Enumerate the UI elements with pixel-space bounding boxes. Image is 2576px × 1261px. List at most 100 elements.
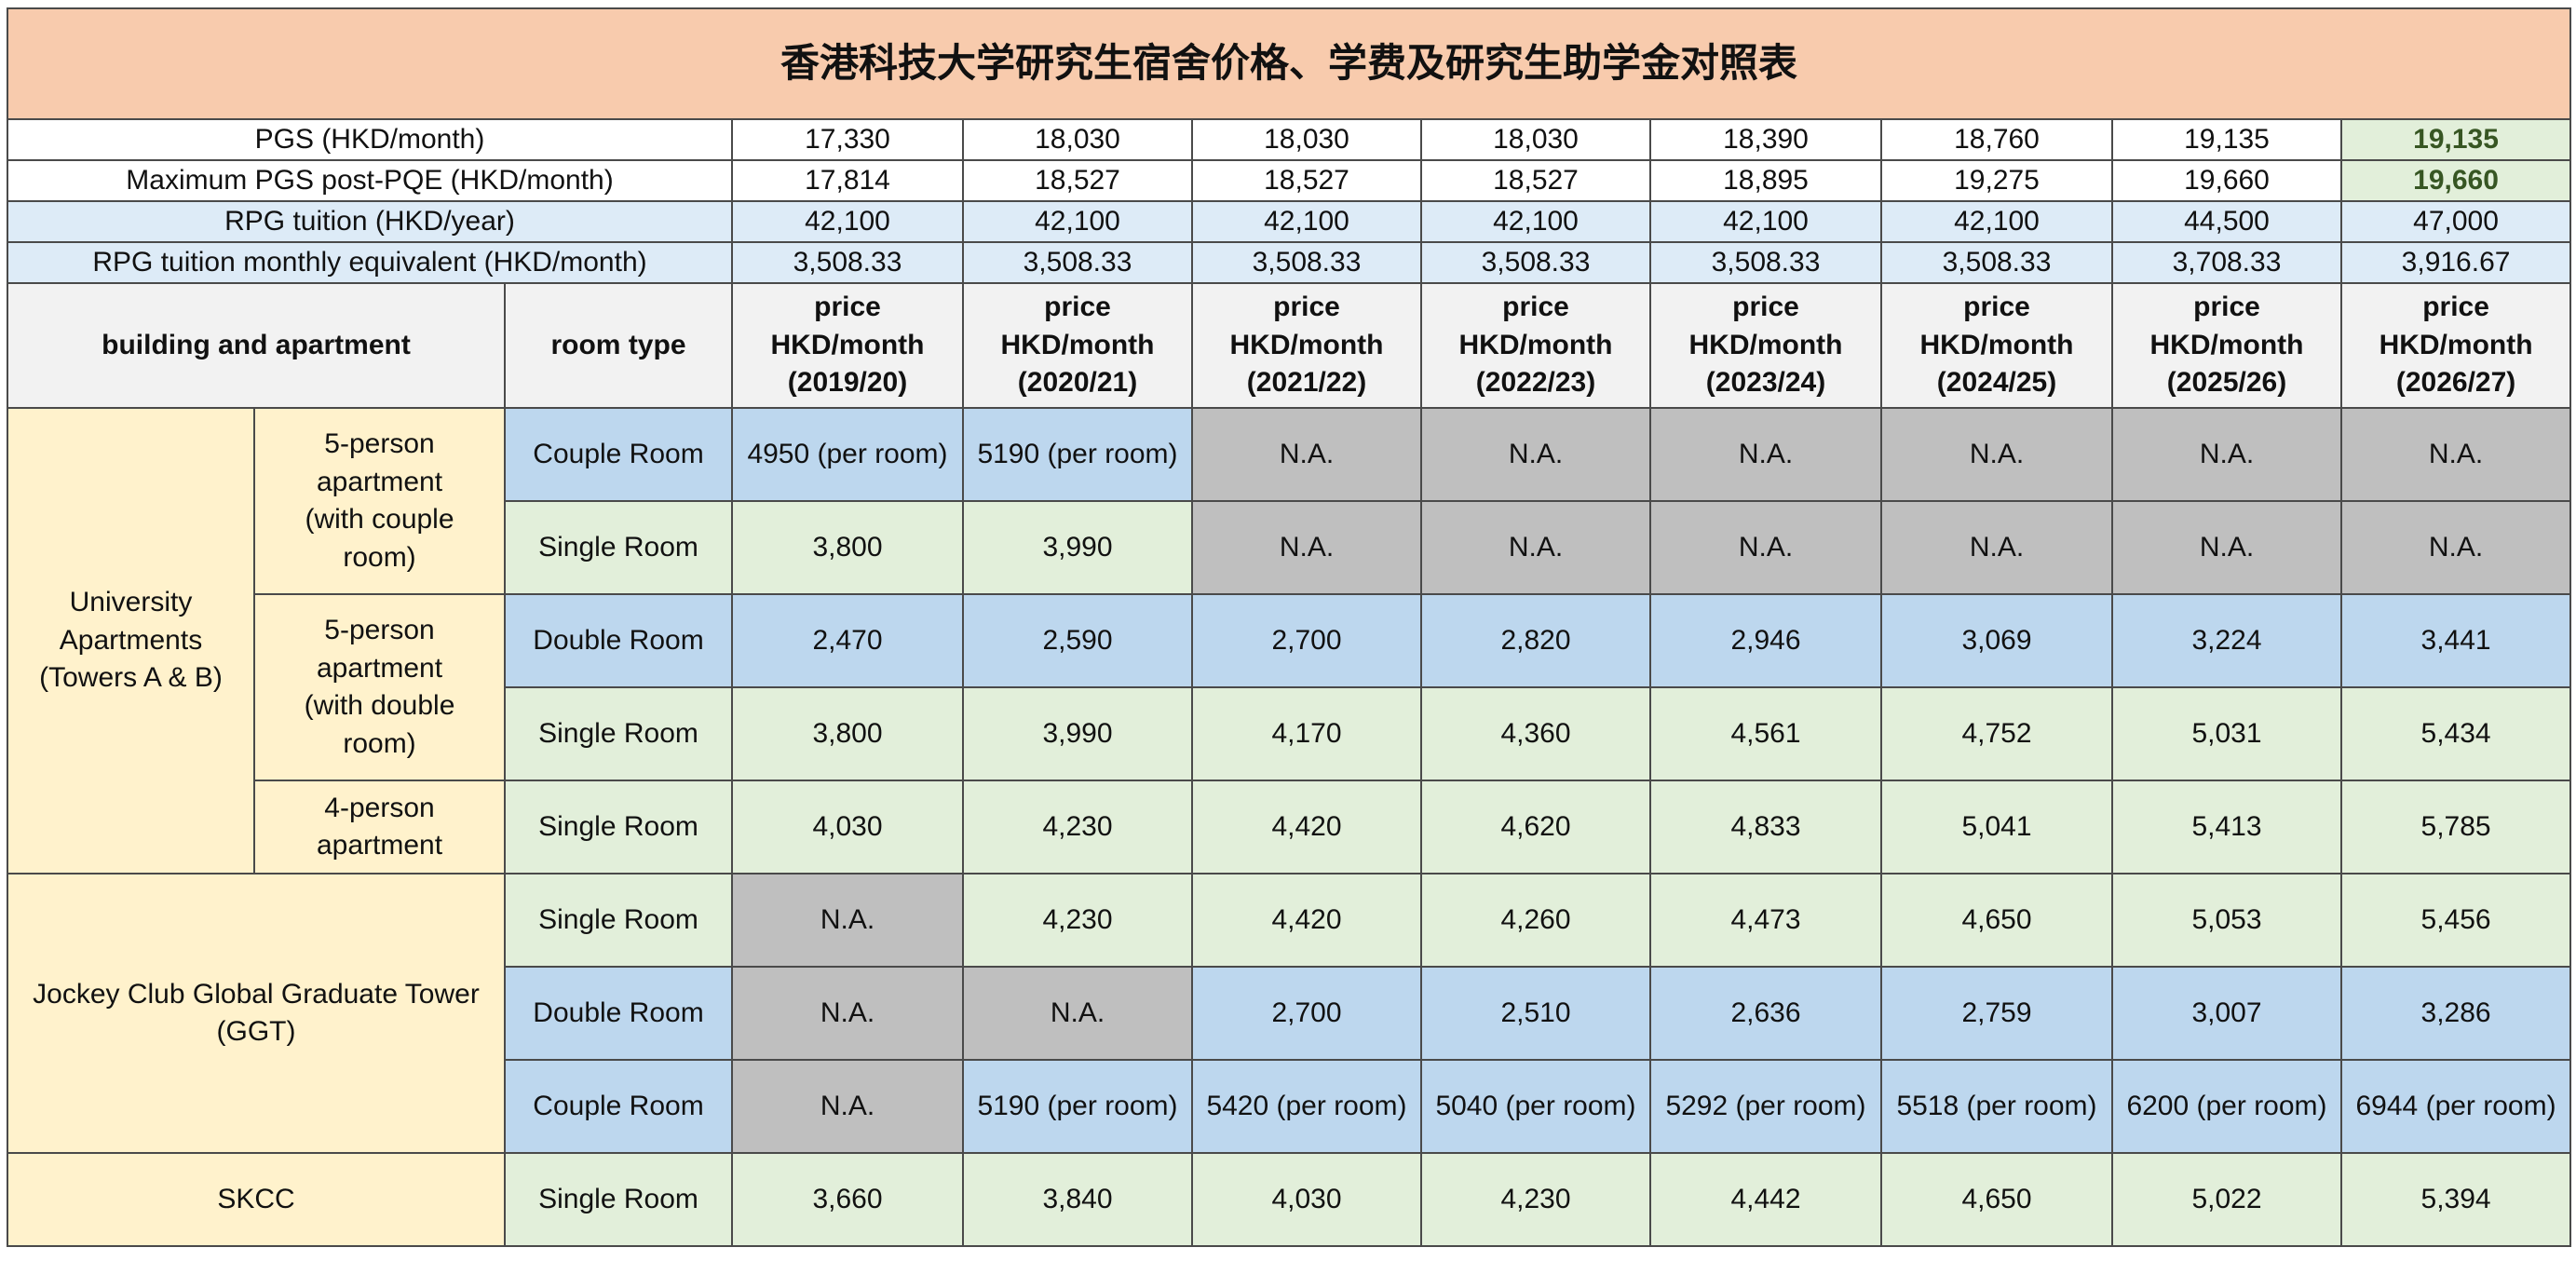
info-value: 3,508.33 <box>731 241 964 284</box>
info-value: 3,508.33 <box>1191 241 1422 284</box>
price-cell: N.A. <box>2339 407 2572 502</box>
price-row: Single Room 3,800 3,990 N.A. N.A. N.A. N.A. N.A… <box>7 500 2572 595</box>
price-cell: 2,510 <box>1420 966 1651 1061</box>
price-cell: 5,031 <box>2111 686 2342 781</box>
room-type: Single Room <box>504 500 733 595</box>
header-price: price HKD/month (2025/26) <box>2111 282 2342 409</box>
info-value: 18,030 <box>1191 118 1422 161</box>
info-value: 3,708.33 <box>2111 241 2342 284</box>
info-value: 18,760 <box>1880 118 2113 161</box>
price-cell: 3,441 <box>2339 593 2572 688</box>
price-cell: 4,360 <box>1420 686 1651 781</box>
price-cell: 2,946 <box>1649 593 1882 688</box>
price-row: Double Room N.A. N.A. 2,700 2,510 2,636 2,759 3… <box>7 966 2572 1061</box>
price-cell: N.A. <box>1191 500 1422 595</box>
info-label: RPG tuition monthly equivalent (HKD/mont… <box>7 241 733 284</box>
price-cell: N.A. <box>731 873 964 968</box>
price-cell: 5,053 <box>2111 873 2342 968</box>
info-label: Maximum PGS post-PQE (HKD/month) <box>7 159 733 202</box>
price-cell: N.A. <box>731 966 964 1061</box>
price-cell: 3,007 <box>2111 966 2342 1061</box>
table-wrap: 香港科技大学研究生宿舍价格、学费及研究生助学金对照表 PGS (HKD/month… <box>6 7 2572 1247</box>
info-value: 42,100 <box>1420 200 1651 243</box>
price-row: 5-person apartment (with double room) Dou… <box>7 593 2572 781</box>
price-cell: 4,260 <box>1420 873 1651 968</box>
comparison-table: 香港科技大学研究生宿舍价格、学费及研究生助学金对照表 PGS (HKD/month… <box>6 7 2572 1247</box>
price-cell: N.A. <box>1649 407 1882 502</box>
price-cell: 5,456 <box>2339 873 2572 968</box>
info-row: Maximum PGS post-PQE (HKD/month) 17,814 18… <box>7 159 2572 202</box>
info-value: 3,508.33 <box>1420 241 1651 284</box>
price-cell: 3,069 <box>1880 593 2113 688</box>
price-cell: N.A. <box>1191 407 1422 502</box>
info-value: 3,508.33 <box>962 241 1193 284</box>
price-cell: 4,170 <box>1191 686 1422 781</box>
info-value: 3,508.33 <box>1880 241 2113 284</box>
price-cell: 5040 (per room) <box>1420 1059 1651 1154</box>
price-cell: 3,800 <box>731 500 964 595</box>
room-type: Double Room <box>504 593 733 688</box>
info-value: 3,916.67 <box>2339 241 2572 284</box>
room-type: Couple Room <box>504 1059 733 1154</box>
room-type: Single Room <box>504 873 733 968</box>
price-cell: 4,620 <box>1420 780 1651 875</box>
price-cell: 4,420 <box>1191 873 1422 968</box>
price-cell: N.A. <box>2111 407 2342 502</box>
price-cell: 4,650 <box>1880 873 2113 968</box>
price-cell: 4950 (per room) <box>731 407 964 502</box>
info-value: 18,527 <box>1420 159 1651 202</box>
price-cell: N.A. <box>962 966 1193 1061</box>
price-cell: 4,230 <box>1420 1152 1651 1247</box>
price-cell: N.A. <box>1880 500 2113 595</box>
apartment-type: 5-person apartment (with couple room) <box>253 407 506 595</box>
price-cell: 2,590 <box>962 593 1193 688</box>
price-cell: 5,434 <box>2339 686 2572 781</box>
price-row: Single Room 3,800 3,990 4,170 4,360 4,561 4,75… <box>7 686 2572 781</box>
price-cell: 5,022 <box>2111 1152 2342 1247</box>
price-cell: N.A. <box>2111 500 2342 595</box>
room-type: Couple Room <box>504 407 733 502</box>
header-price: price HKD/month (2020/21) <box>962 282 1193 409</box>
header-price: price HKD/month (2023/24) <box>1649 282 1882 409</box>
header-price: price HKD/month (2022/23) <box>1420 282 1651 409</box>
header-building: building and apartment <box>7 282 506 409</box>
price-cell: 2,470 <box>731 593 964 688</box>
room-type: Double Room <box>504 966 733 1061</box>
price-cell: 2,700 <box>1191 593 1422 688</box>
info-value: 47,000 <box>2339 200 2572 243</box>
header-row: building and apartment room type price HKD… <box>7 282 2572 409</box>
info-value: 42,100 <box>1880 200 2113 243</box>
header-room-type: room type <box>504 282 733 409</box>
price-cell: 4,752 <box>1880 686 2113 781</box>
price-cell: 5,785 <box>2339 780 2572 875</box>
price-cell: 5518 (per room) <box>1880 1059 2113 1154</box>
info-row: PGS (HKD/month) 17,330 18,030 18,030 18,030 1… <box>7 118 2572 161</box>
room-type: Single Room <box>504 686 733 781</box>
price-cell: 5,413 <box>2111 780 2342 875</box>
info-value: 18,030 <box>1420 118 1651 161</box>
price-cell: 2,700 <box>1191 966 1422 1061</box>
info-value: 19,660 <box>2339 159 2572 202</box>
price-row: SKCC Single Room 3,660 3,840 4,030 4,230 4,442… <box>7 1152 2572 1247</box>
info-label: PGS (HKD/month) <box>7 118 733 161</box>
price-cell: 5420 (per room) <box>1191 1059 1422 1154</box>
info-value: 42,100 <box>1649 200 1882 243</box>
price-row: Couple Room N.A. 5190 (per room) 5420 (per … <box>7 1059 2572 1154</box>
price-cell: 3,800 <box>731 686 964 781</box>
info-value: 42,100 <box>962 200 1193 243</box>
price-cell: 4,030 <box>731 780 964 875</box>
price-cell: 4,420 <box>1191 780 1422 875</box>
info-value: 18,527 <box>962 159 1193 202</box>
price-cell: 5292 (per room) <box>1649 1059 1882 1154</box>
price-cell: 4,650 <box>1880 1152 2113 1247</box>
apartment-type: 5-person apartment (with double room) <box>253 593 506 781</box>
price-cell: 4,230 <box>962 873 1193 968</box>
price-cell: 5190 (per room) <box>962 407 1193 502</box>
price-cell: 5190 (per room) <box>962 1059 1193 1154</box>
price-cell: 3,660 <box>731 1152 964 1247</box>
price-cell: N.A. <box>1649 500 1882 595</box>
info-value: 42,100 <box>731 200 964 243</box>
header-price: price HKD/month (2026/27) <box>2339 282 2572 409</box>
price-cell: 3,840 <box>962 1152 1193 1247</box>
